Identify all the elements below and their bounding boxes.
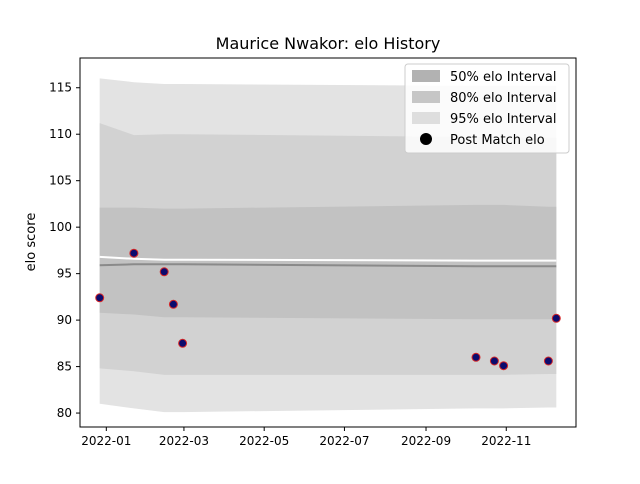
data-point: [168, 299, 178, 309]
legend-swatch-95: [412, 112, 440, 124]
data-point: [551, 313, 561, 323]
interval-bands: [99, 78, 557, 413]
x-axis: 2022-01 2022-03 2022-05 2022-07 2022-09 2022-…: [81, 427, 531, 448]
data-point: [499, 361, 509, 371]
legend-swatch-50: [412, 70, 440, 82]
y-tick-label: 115: [49, 81, 72, 95]
y-axis: 80 85 90 95 100 105 110 115: [49, 81, 80, 420]
y-axis-label: elo score: [24, 213, 39, 272]
data-point: [543, 356, 553, 366]
x-tick-label: 2022-11: [481, 434, 531, 448]
legend-box: [404, 63, 570, 154]
x-tick-label: 2022-07: [319, 434, 369, 448]
band-50: [99, 204, 557, 320]
y-tick-label: 110: [49, 127, 72, 141]
data-point: [95, 293, 105, 303]
legend: 50% elo Interval 80% elo Interval 95% el…: [404, 63, 570, 154]
data-point: [471, 352, 481, 362]
x-tick-label: 2022-09: [401, 434, 451, 448]
x-tick-label: 2022-01: [81, 434, 131, 448]
legend-label-50: 50% elo Interval: [450, 70, 557, 85]
legend-marker-post-match: [420, 133, 432, 145]
data-point: [159, 267, 169, 277]
data-point: [129, 248, 139, 258]
x-tick-label: 2022-03: [159, 434, 209, 448]
y-tick-label: 105: [49, 174, 72, 188]
center-line-dark: [99, 263, 557, 268]
post-match-points: [95, 248, 561, 371]
x-tick-label: 2022-05: [239, 434, 289, 448]
chart-title: Maurice Nwakor: elo History: [216, 34, 441, 53]
center-lines: [99, 255, 557, 268]
y-tick-label: 100: [49, 220, 72, 234]
legend-swatch-80: [412, 91, 440, 103]
center-line-light: [99, 255, 557, 262]
data-point: [178, 338, 188, 348]
y-tick-label: 90: [57, 313, 72, 327]
data-point: [489, 356, 499, 366]
y-tick-label: 95: [57, 267, 72, 281]
y-tick-label: 80: [57, 406, 72, 420]
legend-label-80: 80% elo Interval: [450, 91, 557, 106]
legend-label-post-match: Post Match elo: [450, 133, 545, 148]
plot-frame: [79, 57, 577, 428]
legend-label-95: 95% elo Interval: [450, 112, 557, 127]
y-tick-label: 85: [57, 360, 72, 374]
